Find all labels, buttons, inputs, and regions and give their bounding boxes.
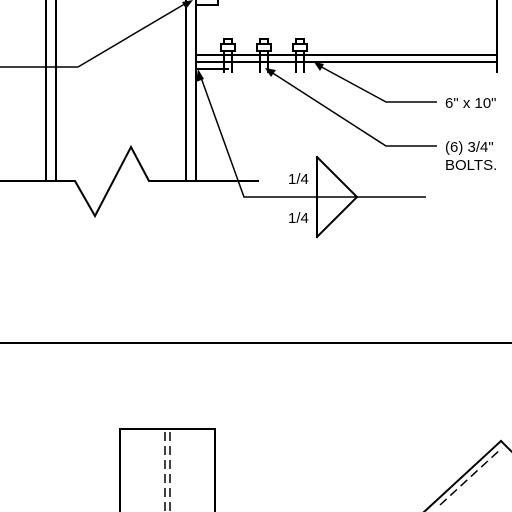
break-line bbox=[0, 144, 259, 219]
plate-callout: 6" x 10" bbox=[445, 95, 497, 112]
bolt-1 bbox=[220, 38, 236, 73]
bolt-3 bbox=[292, 38, 308, 73]
leader-bolts bbox=[265, 68, 437, 147]
weld-size-bottom: 1/4 bbox=[288, 210, 309, 227]
weld-symbol bbox=[315, 155, 359, 239]
lower-member bbox=[119, 428, 216, 512]
weld-size-top: 1/4 bbox=[288, 171, 309, 188]
bolt-2 bbox=[256, 38, 272, 73]
leader-plate bbox=[314, 62, 437, 103]
column-right bbox=[185, 0, 197, 182]
bolts-callout-line2: BOLTS. bbox=[445, 157, 497, 174]
diagonal-member bbox=[422, 439, 512, 512]
top-plate-box bbox=[195, 0, 219, 6]
weld-leader bbox=[196, 69, 426, 198]
leader-upper bbox=[0, 0, 193, 68]
beam bbox=[195, 0, 498, 73]
column-left bbox=[45, 0, 57, 182]
bolts-callout-line1: (6) 3/4" bbox=[445, 139, 494, 156]
